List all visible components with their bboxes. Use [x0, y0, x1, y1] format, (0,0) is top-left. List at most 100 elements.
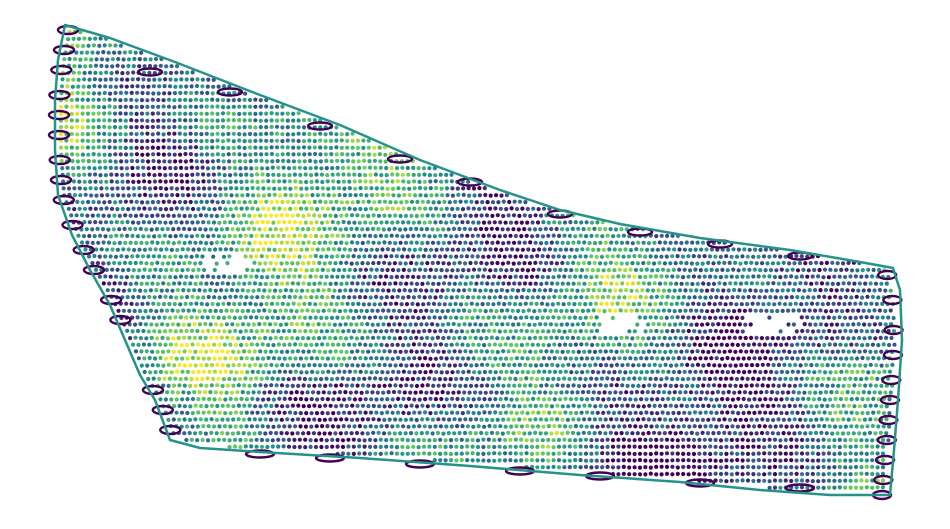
- yield-point: [627, 274, 632, 279]
- yield-point: [126, 267, 131, 272]
- yield-point: [87, 233, 92, 239]
- yield-point: [527, 227, 532, 232]
- yield-point: [139, 281, 144, 286]
- yield-point: [430, 349, 436, 354]
- yield-point: [834, 308, 839, 313]
- yield-point: [101, 213, 106, 218]
- yield-point: [792, 383, 798, 388]
- yield-point: [367, 165, 373, 170]
- yield-point: [725, 355, 730, 361]
- yield-point: [223, 247, 228, 252]
- yield-point: [175, 193, 180, 198]
- yield-point: [375, 288, 380, 293]
- yield-point: [432, 234, 437, 239]
- yield-point: [182, 363, 188, 368]
- yield-point: [521, 309, 526, 314]
- yield-point: [222, 220, 227, 225]
- yield-point: [157, 376, 162, 381]
- yield-point: [592, 322, 597, 327]
- yield-point: [129, 125, 134, 130]
- yield-point: [583, 302, 588, 307]
- yield-point: [205, 84, 210, 89]
- yield-point: [827, 295, 832, 300]
- yield-point: [158, 369, 163, 374]
- yield-point: [432, 254, 437, 259]
- yield-point: [313, 315, 318, 320]
- yield-point: [382, 383, 387, 388]
- yield-point: [258, 125, 263, 130]
- yield-point: [285, 125, 290, 130]
- yield-point: [188, 383, 193, 388]
- yield-point: [810, 376, 815, 381]
- yield-point: [371, 213, 376, 218]
- yield-point: [385, 267, 390, 273]
- yield-point: [58, 111, 64, 117]
- yield-point: [109, 220, 114, 225]
- yield-point: [363, 207, 368, 212]
- yield-point: [544, 349, 549, 354]
- yield-point: [646, 349, 652, 354]
- yield-point: [177, 199, 182, 205]
- yield-point: [326, 247, 331, 252]
- yield-point: [192, 335, 197, 340]
- yield-point: [293, 356, 298, 361]
- yield-point: [202, 369, 207, 374]
- yield-point: [312, 132, 317, 137]
- yield-point: [392, 322, 397, 327]
- yield-point: [268, 322, 273, 327]
- yield-point: [747, 267, 752, 272]
- yield-point: [184, 77, 189, 82]
- yield-point: [166, 138, 172, 143]
- yield-point: [782, 362, 787, 367]
- yield-point: [414, 226, 419, 231]
- yield-point: [552, 267, 558, 272]
- yield-point: [815, 301, 820, 306]
- yield-point: [454, 254, 459, 259]
- yield-point: [661, 390, 667, 395]
- yield-point: [154, 322, 159, 327]
- yield-point: [156, 91, 161, 96]
- yield-point: [110, 186, 115, 191]
- yield-point: [647, 383, 652, 388]
- yield-point: [524, 274, 529, 279]
- yield-point: [326, 369, 331, 374]
- yield-point: [309, 173, 314, 178]
- yield-point: [666, 247, 671, 252]
- yield-point: [709, 267, 714, 272]
- yield-point: [133, 213, 139, 218]
- yield-point: [362, 165, 367, 170]
- yield-point: [452, 240, 457, 245]
- yield-point: [691, 274, 697, 279]
- yield-point: [560, 281, 565, 286]
- yield-point: [201, 295, 206, 300]
- yield-point: [256, 308, 261, 313]
- yield-point: [511, 227, 516, 232]
- yield-point: [594, 254, 599, 259]
- yield-point: [312, 383, 317, 388]
- yield-point: [850, 308, 856, 313]
- yield-point: [684, 335, 689, 340]
- yield-point: [270, 159, 275, 164]
- yield-point: [444, 268, 450, 273]
- yield-point: [842, 315, 848, 320]
- yield-point: [192, 390, 197, 395]
- yield-point: [541, 342, 546, 348]
- yield-point: [759, 390, 764, 395]
- yield-point: [232, 166, 238, 171]
- yield-point: [641, 363, 647, 368]
- yield-point: [354, 226, 359, 231]
- yield-point: [221, 377, 226, 382]
- yield-point: [752, 342, 757, 347]
- yield-point: [550, 362, 555, 367]
- yield-point: [854, 329, 859, 334]
- yield-point: [694, 288, 699, 293]
- yield-point: [296, 145, 301, 150]
- yield-point: [278, 390, 283, 395]
- yield-point: [418, 288, 423, 293]
- yield-point: [472, 193, 477, 198]
- yield-point: [243, 328, 249, 334]
- yield-point: [342, 356, 347, 361]
- yield-point: [550, 302, 555, 307]
- yield-point: [235, 288, 240, 293]
- yield-point: [241, 322, 246, 327]
